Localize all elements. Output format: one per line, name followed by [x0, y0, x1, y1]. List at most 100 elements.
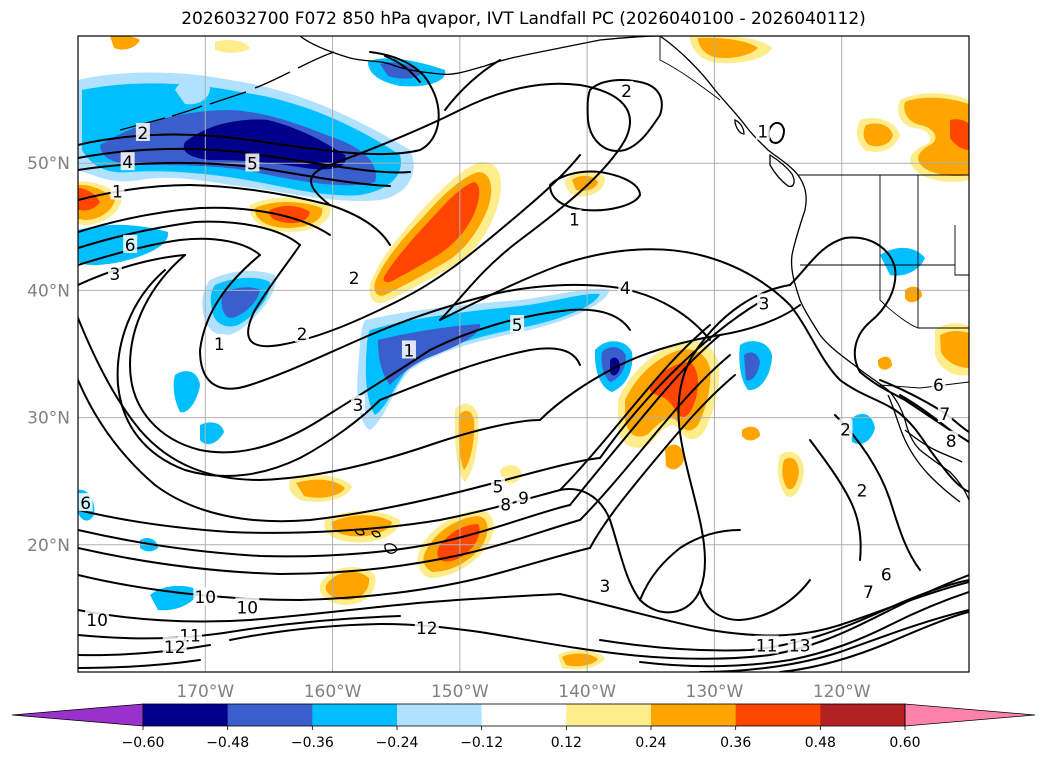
contour-line	[78, 220, 301, 249]
contour-line	[599, 579, 969, 652]
contour-label-bg	[193, 587, 218, 606]
contour-line	[639, 591, 969, 668]
contour-label-bg	[879, 564, 894, 583]
positive-anomaly-region	[665, 444, 684, 470]
contour-line	[78, 237, 261, 266]
contour-label: 13	[789, 637, 811, 657]
positive-anomaly-region	[940, 330, 969, 368]
contour-line	[839, 379, 969, 493]
contour-line	[78, 659, 201, 669]
coastlines	[119, 36, 969, 554]
longitude-labels: 170°W 160°W 150°W 140°W 130°W 120°W	[176, 682, 870, 702]
contour-label-bg	[401, 340, 416, 359]
negative-anomaly-region	[221, 287, 260, 318]
colorbar: −0.60 −0.48 −0.36 −0.24 −0.12 0.12 0.24 0.36 0.4…	[11, 703, 1036, 751]
colorbar-segment	[651, 704, 737, 726]
negative-anomaly-region	[183, 119, 346, 170]
map-frame	[77, 35, 970, 673]
colorbar-segment	[820, 704, 906, 726]
contour-label: 3	[600, 577, 611, 597]
contour-label-bg	[245, 153, 260, 172]
contour-label-bg	[78, 493, 93, 512]
longitude-tick-label: 160°W	[304, 682, 362, 702]
contour-label: 11	[756, 637, 778, 657]
contour-line	[78, 504, 571, 558]
contour-label-bg	[347, 267, 362, 286]
contour-label: 2	[297, 325, 308, 345]
colorbar-tick-label: −0.48	[206, 735, 249, 751]
colorbar-segment	[481, 704, 567, 726]
contour-line	[310, 82, 631, 321]
positive-anomaly-region	[458, 410, 475, 470]
contour-label-bg	[498, 494, 513, 513]
contour-label-bg	[619, 80, 634, 99]
latitude-tick-label: 40°N	[27, 281, 70, 301]
positive-anomaly-region	[78, 188, 100, 211]
baja-california	[887, 394, 963, 503]
contour-label: 2	[857, 481, 868, 501]
contour-label: 6	[933, 376, 944, 396]
contour-label: 7	[939, 405, 950, 425]
positive-anomaly-region	[215, 40, 250, 53]
contour-line	[78, 379, 601, 523]
positive-anomaly-region	[383, 182, 480, 283]
contour-label: 8	[946, 432, 957, 452]
colorbar-tick-label: 0.36	[720, 735, 751, 751]
contour-line	[767, 122, 785, 144]
contour-label-bg	[944, 430, 959, 449]
contour-line	[834, 414, 921, 571]
colorbar-segment	[227, 704, 313, 726]
contour-line	[779, 611, 969, 672]
contour-line	[699, 609, 969, 672]
contour-label: 10	[86, 611, 108, 631]
positive-anomaly-region	[269, 206, 310, 224]
contour-line	[639, 529, 741, 601]
alaska-canada-border	[659, 36, 721, 101]
negative-anomaly-region	[744, 352, 760, 381]
contour-line	[78, 317, 541, 481]
negative-anomaly-region	[850, 413, 875, 445]
latitude-labels: 50°N 40°N 30°N 20°N	[27, 154, 70, 556]
positive-anomaly-region	[110, 36, 140, 50]
longitude-tick-label: 140°W	[558, 682, 616, 702]
contour-line	[78, 547, 591, 601]
contour-line	[78, 615, 401, 640]
contour-label-bg	[754, 635, 779, 654]
colorbar-segment	[566, 704, 652, 726]
contour-label: 2	[840, 420, 851, 440]
state-lines	[800, 175, 969, 329]
contour-label: 6	[80, 494, 91, 514]
political-borders	[659, 36, 969, 389]
contour-label-bg	[414, 617, 439, 636]
contour-line	[247, 154, 581, 348]
contour-label-bg	[107, 264, 122, 283]
positive-anomaly-region	[878, 356, 892, 370]
contour-line	[78, 519, 581, 575]
negative-anomaly-region	[150, 585, 200, 611]
contour-label-bg	[212, 334, 227, 353]
contour-label: 3	[109, 265, 120, 285]
contour-line	[199, 254, 491, 390]
negative-anomaly-region	[175, 80, 210, 105]
contour-label-bg	[931, 374, 946, 393]
contour-label: 6	[125, 236, 136, 256]
colorbar-segment	[735, 704, 821, 726]
contour-label: 6	[881, 565, 892, 585]
colorbar-tick-label: 0.48	[805, 735, 836, 751]
contour-label-bg	[838, 419, 853, 438]
longitude-tick-label: 130°W	[686, 682, 744, 702]
contour-line	[579, 354, 731, 521]
contour-line	[809, 439, 862, 561]
contour-line	[599, 301, 761, 459]
haida-gwaii	[734, 119, 745, 135]
longitude-tick-label: 170°W	[176, 682, 234, 702]
latitude-tick-label: 30°N	[27, 409, 70, 429]
contour-line	[859, 371, 969, 443]
latitude-tick-label: 50°N	[27, 154, 70, 174]
contour-label: 10	[236, 598, 258, 618]
contour-label: 2	[138, 124, 149, 144]
positive-anomaly-region	[562, 653, 598, 667]
contour-label-bg	[510, 315, 525, 334]
colorbar-extend-low	[11, 703, 144, 727]
